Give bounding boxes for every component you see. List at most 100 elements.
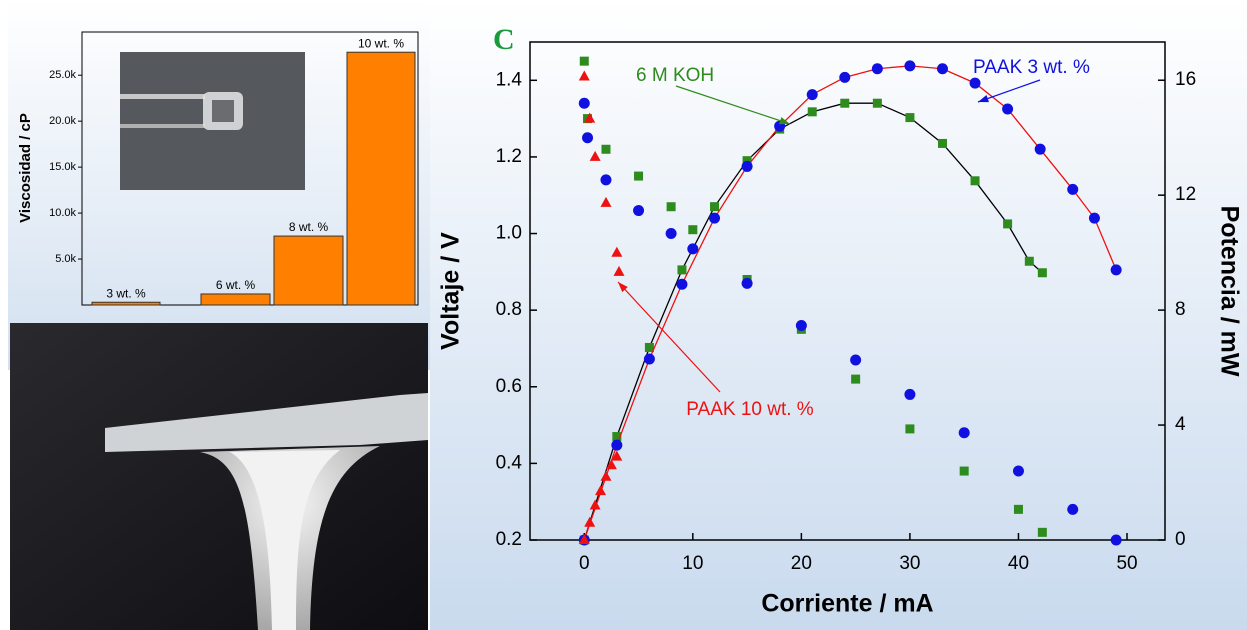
y-axis-label: Voltaje / V (437, 232, 465, 350)
data-point (1024, 256, 1034, 266)
data-point (1037, 268, 1047, 278)
y-tick-label: 25.0k (49, 69, 76, 81)
bar (91, 301, 161, 306)
data-point (578, 97, 590, 109)
y2-tick-label: 4 (1175, 414, 1186, 435)
y-tick-label: 10.0k (49, 207, 76, 219)
data-point (1002, 103, 1014, 115)
data-point (612, 432, 622, 442)
x-tick-label: 10 (682, 553, 703, 574)
data-point (709, 212, 721, 224)
y-tick-label: 20.0k (49, 115, 76, 127)
y-tick-label: 15.0k (49, 161, 76, 173)
data-point (905, 424, 915, 434)
data-point (1003, 219, 1013, 229)
data-point (807, 107, 817, 117)
y-tick-label: 1.2 (496, 146, 522, 167)
data-point (600, 470, 612, 481)
gel-photo (10, 323, 428, 630)
data-point (795, 319, 807, 331)
x-tick-label: 50 (1116, 553, 1137, 574)
x-tick-label: 20 (791, 553, 812, 574)
data-point (904, 60, 916, 72)
x-axis-label: Corriente / mA (761, 590, 933, 618)
data-point (905, 113, 915, 123)
x-tick-label: 0 (579, 553, 590, 574)
data-point (1110, 534, 1122, 546)
data-point (611, 450, 623, 461)
y-tick-label: 0.6 (496, 376, 522, 397)
arrow-head (618, 282, 628, 293)
data-point (665, 228, 677, 240)
data-point (584, 112, 596, 123)
data-point (611, 246, 623, 257)
data-point (579, 56, 589, 66)
annotation: 6 M KOH (636, 65, 714, 86)
data-point (904, 388, 916, 400)
data-point (688, 225, 698, 235)
data-point (613, 265, 625, 276)
bar-label: 8 wt. % (289, 220, 329, 234)
data-point (578, 70, 590, 81)
data-point (806, 89, 818, 101)
data-point (643, 353, 655, 365)
data-point (937, 138, 947, 148)
panel-title: C (493, 23, 515, 56)
annotation-arrow (617, 281, 721, 393)
y2-tick-label: 0 (1175, 529, 1186, 550)
data-point (742, 156, 752, 166)
data-point (850, 354, 862, 366)
data-point (677, 265, 687, 275)
bar-label: 10 wt. % (358, 36, 404, 50)
data-point (710, 202, 720, 212)
data-point (578, 534, 590, 544)
data-point (959, 466, 969, 476)
data-point (634, 171, 644, 181)
data-point (595, 485, 607, 496)
annotation-arrow (675, 85, 791, 125)
data-point (970, 176, 980, 186)
data-point (666, 202, 676, 212)
data-point (1013, 504, 1023, 514)
data-point (687, 243, 699, 255)
data-point (840, 98, 850, 108)
y2-tick-label: 12 (1175, 184, 1196, 205)
data-point (600, 196, 612, 207)
data-point (633, 205, 645, 217)
data-point (1067, 503, 1079, 515)
data-point (644, 342, 654, 352)
data-point (851, 374, 861, 384)
data-point (611, 439, 623, 451)
x-tick-label: 40 (1008, 553, 1029, 574)
data-point (969, 77, 981, 89)
annotation: PAAK 10 wt. % (686, 399, 814, 420)
y-tick-label: 1.0 (496, 223, 522, 244)
y-tick-label: 5.0k (55, 253, 76, 265)
data-point (741, 277, 753, 289)
data-point (1012, 465, 1024, 477)
data-point (839, 71, 851, 83)
data-point (582, 132, 594, 144)
y-tick-label: 1.4 (496, 69, 523, 90)
annotation-arrow (977, 79, 1041, 103)
arrow-head (978, 94, 989, 103)
data-point (741, 160, 753, 172)
bar-label: 6 wt. % (216, 278, 256, 292)
data-point (676, 278, 688, 290)
data-point (958, 427, 970, 439)
power-curve (583, 65, 1117, 541)
x-tick-label: 30 (899, 553, 920, 574)
bar (346, 51, 416, 306)
bar-label: 3 wt. % (106, 286, 146, 300)
data-point (601, 144, 611, 154)
y-tick-label: 0.4 (496, 452, 523, 473)
arrow-head (779, 117, 790, 125)
bar (200, 293, 271, 306)
y-axis-label: Viscosidad / cP (17, 113, 34, 223)
power-curve (583, 102, 1043, 541)
y2-axis-label: Potencia / mW (1215, 206, 1243, 377)
inset-photo (120, 52, 305, 190)
bar (273, 235, 344, 306)
